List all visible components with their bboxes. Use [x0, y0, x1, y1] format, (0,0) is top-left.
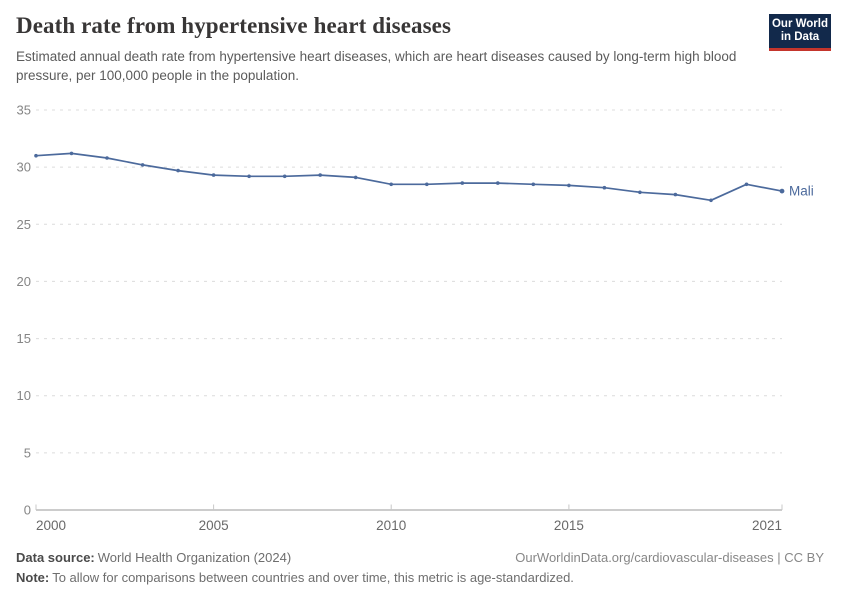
data-point [69, 151, 74, 156]
data-point [496, 181, 500, 185]
x-axis-label: 2021 [752, 518, 782, 533]
data-point [282, 174, 287, 179]
data-point [140, 163, 145, 167]
note-label: Note: [16, 569, 50, 585]
data-point [34, 153, 38, 158]
data-point [176, 168, 180, 173]
data-point [531, 182, 536, 187]
note-text: To allow for comparisons between countri… [52, 569, 574, 585]
footer-note: Note: To allow for comparisons between co… [16, 568, 824, 588]
data-point [247, 174, 251, 179]
data-point [425, 182, 429, 187]
x-axis-label: 2015 [554, 518, 584, 533]
data-point [211, 173, 216, 177]
data-point [567, 183, 571, 188]
chart-subtitle: Estimated annual death rate from hyperte… [16, 49, 737, 83]
data-point [602, 185, 607, 190]
data-point [638, 190, 642, 195]
y-axis-label: 5 [24, 445, 31, 460]
x-axis-label: 2010 [376, 518, 406, 533]
data-point [673, 192, 678, 197]
x-axis-label: 2005 [199, 518, 229, 533]
data-point [744, 182, 749, 187]
y-axis-label: 30 [17, 160, 31, 175]
data-source-label: Data source: [16, 550, 95, 565]
y-axis-label: 20 [17, 274, 31, 289]
series-label-mali: Mali [789, 184, 814, 199]
data-source: Data source: World Health Organization (2… [16, 548, 291, 568]
y-axis-label: 35 [17, 103, 31, 118]
logo-line1: Our World [771, 18, 828, 30]
chart-footer: Data source: World Health Organization (2… [16, 548, 824, 587]
data-point [318, 173, 323, 177]
y-axis-label: 10 [17, 388, 31, 403]
data-point [779, 188, 785, 194]
data-point [353, 175, 358, 180]
page-title: Death rate from hypertensive heart disea… [16, 13, 452, 38]
logo-line2: in Data [780, 31, 820, 43]
data-source-text: World Health Organization (2024) [97, 550, 292, 565]
data-point [105, 156, 109, 160]
data-point [460, 181, 465, 185]
y-axis-label: 15 [17, 331, 31, 346]
data-line-mali [35, 152, 783, 202]
y-axis-label: 25 [17, 217, 31, 232]
data-point [389, 182, 394, 187]
owid-logo[interactable]: Our World in Data [769, 14, 831, 51]
x-axis-label: 2000 [36, 518, 66, 533]
license-link[interactable]: OurWorldinData.org/cardiovascular-diseas… [515, 550, 824, 565]
y-axis-label: 0 [24, 503, 31, 518]
data-point [709, 198, 713, 203]
